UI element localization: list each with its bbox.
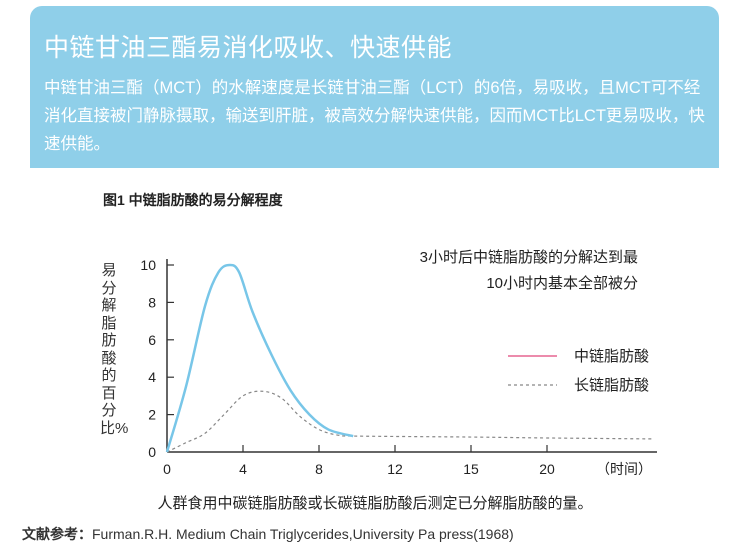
y-tick-label: 8: [148, 294, 156, 310]
legend-label-mct: 中链脂肪酸: [574, 348, 649, 365]
x-tick-label: 15: [463, 461, 479, 477]
x-tick-label: 8: [315, 461, 323, 477]
banner-title: 中链甘油三酯易消化吸收、快速供能: [44, 34, 453, 62]
x-tick-label: 20: [539, 461, 555, 477]
y-axis-label: 易分解脂肪酸的百分比%: [100, 262, 129, 437]
series-line-mct: [165, 263, 354, 453]
header-banner: 中链甘油三酯易消化吸收、快速供能 中链甘油三酯（MCT）的水解速度是长链甘油三酯…: [30, 6, 719, 168]
legend-label-lct: 长链脂肪酸: [574, 377, 649, 394]
chart-caption: 人群食用中碳链脂肪酸或长碳链脂肪酸后测定已分解脂肪酸的量。: [157, 495, 593, 512]
banner-body: 中链甘油三酯（MCT）的水解速度是长链甘油三酯（LCT）的6倍，易吸收，且MCT…: [44, 79, 705, 153]
annotation: 3小时后中链脂肪酸的分解达到最: [420, 249, 638, 266]
y-tick-label: 0: [148, 444, 156, 460]
x-tick-label: 0: [163, 461, 171, 477]
x-axis-label: （时间）: [596, 461, 652, 477]
reference: 文献参考：Furman.R.H. Medium Chain Triglyceri…: [22, 524, 514, 544]
x-tick-label: 12: [387, 461, 403, 477]
reference-label: 文献参考：: [22, 526, 92, 542]
x-tick-label: 4: [239, 461, 247, 477]
annotation: 10小时内基本全部被分: [486, 274, 638, 292]
series-line-lct: [166, 390, 654, 453]
y-tick-label: 10: [140, 257, 156, 273]
y-tick-label: 4: [148, 369, 156, 385]
y-tick-label: 6: [148, 332, 156, 348]
y-tick-label: 2: [148, 407, 156, 423]
reference-text: Furman.R.H. Medium Chain Triglycerides,U…: [92, 526, 514, 542]
chart-title: 图1 中链脂肪酸的易分解程度: [103, 192, 283, 208]
